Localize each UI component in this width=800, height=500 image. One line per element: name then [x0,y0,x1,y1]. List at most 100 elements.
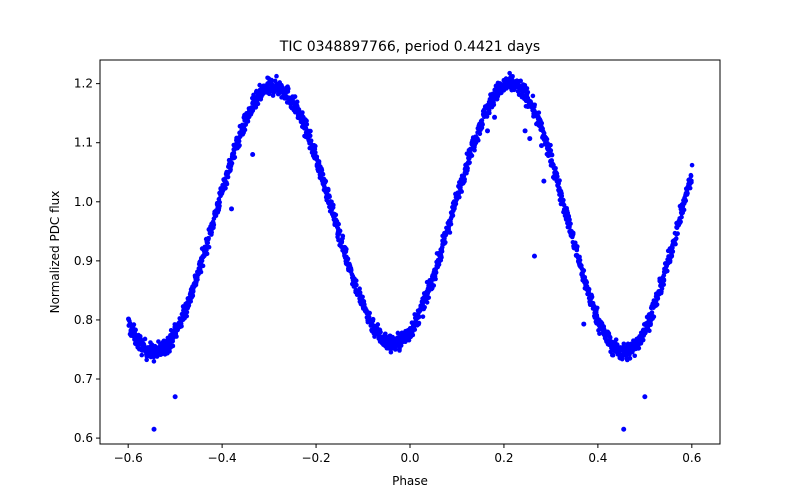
data-point [667,259,673,265]
data-point [307,133,313,139]
plot-area [100,60,720,444]
data-point [670,245,675,251]
outlier-point [642,394,648,400]
x-axis-ticks: −0.6 −0.4 −0.2 0.0 0.2 0.4 0.6 [114,444,701,465]
data-point [331,202,336,208]
data-point [679,214,684,220]
data-point [348,267,354,273]
data-point [131,322,137,327]
data-point [190,293,196,299]
y-tick-label: 0.6 [74,431,93,445]
x-tick-label: 0.2 [494,451,513,465]
data-point [555,174,560,179]
data-point [577,257,583,263]
data-point [255,101,261,107]
data-point [586,286,592,292]
data-point [320,172,326,177]
data-point [678,219,683,224]
chart-title: TIC 0348897766, period 0.4421 days [279,39,540,55]
data-point [229,160,235,166]
y-tick-label: 0.9 [74,254,93,268]
data-points [126,70,695,364]
data-point [375,322,381,327]
data-point [269,77,274,83]
data-point [687,185,693,191]
data-point [410,332,416,338]
data-point [669,253,675,258]
data-point [416,314,422,320]
data-point [205,240,211,246]
data-point [388,349,394,355]
data-point [340,233,346,239]
data-point [469,153,475,158]
data-point [367,310,372,316]
data-point [438,253,444,258]
y-axis-label: Normalized PDC flux [48,191,62,314]
data-point [211,220,216,226]
y-tick-label: 1.2 [74,77,93,91]
data-point [613,337,619,342]
data-point [450,213,456,218]
data-point [200,263,206,269]
data-point [232,154,238,160]
data-point [570,231,576,237]
data-point [467,160,472,165]
outlier-point [172,394,178,400]
data-point [574,247,580,253]
data-point [477,131,483,137]
y-axis-ticks: 0.6 0.7 0.8 0.9 1.0 1.1 1.2 [74,77,100,445]
data-point [127,321,133,326]
data-point [354,282,359,288]
data-point [224,181,230,187]
data-point [431,283,437,288]
data-point [621,341,627,347]
data-point [426,295,432,300]
data-point [357,290,363,295]
data-point [395,330,401,336]
data-point [237,143,242,148]
data-point [659,286,665,291]
data-point [433,270,439,276]
data-point [217,203,222,209]
data-point [304,122,310,127]
data-point [333,212,339,218]
data-point [308,138,314,143]
data-point [553,165,558,171]
data-point [544,136,550,142]
data-point [416,320,422,326]
x-tick-label: 0.6 [682,451,701,465]
data-point [539,120,545,126]
data-point [549,152,555,157]
data-point [313,143,318,149]
data-point [209,230,214,235]
data-point [448,221,454,227]
data-point [510,73,515,79]
data-point [231,151,237,156]
outlier-point [485,128,490,134]
x-tick-label: −0.6 [114,451,143,465]
data-point [353,278,359,283]
data-point [559,193,565,199]
data-point [206,235,211,241]
data-point [142,336,148,342]
data-point [245,119,251,124]
data-point [304,118,309,124]
data-point [548,148,554,153]
data-point [627,356,633,361]
data-point [294,99,300,105]
outlier-point [531,253,537,259]
data-point [607,335,613,340]
data-point [327,194,332,199]
data-point [648,321,653,326]
data-point [649,310,655,315]
data-point [144,357,149,363]
data-point [525,89,531,95]
data-point [141,341,147,347]
data-point [507,70,512,76]
data-point [184,313,190,319]
data-point [151,359,157,364]
data-point [167,349,172,354]
outlier-point [151,426,157,432]
x-tick-label: −0.2 [301,451,330,465]
data-point [360,294,365,300]
